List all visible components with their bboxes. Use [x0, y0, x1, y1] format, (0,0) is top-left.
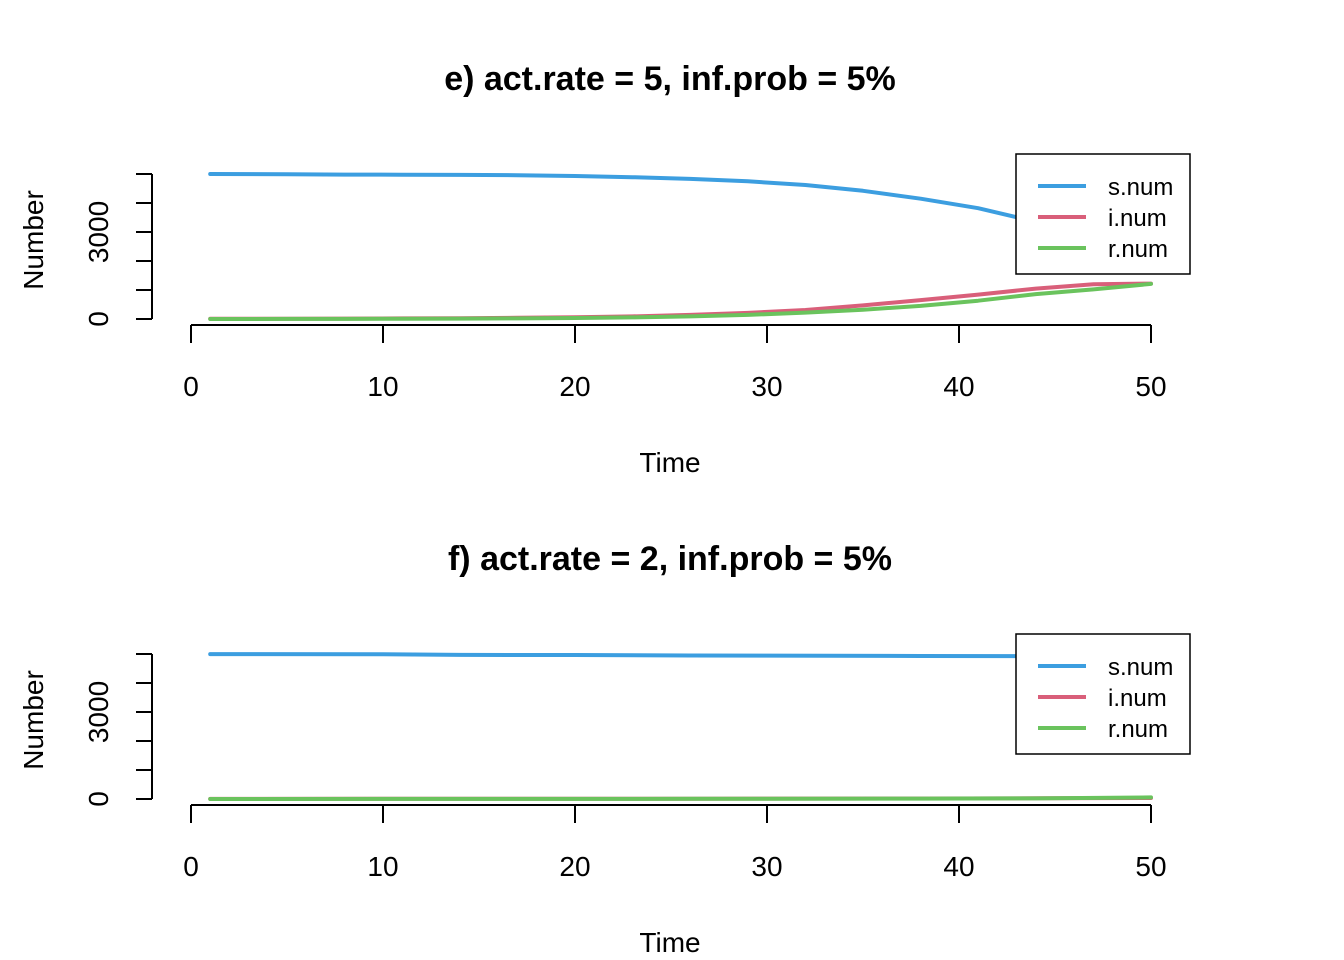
- series-line-r-num: [208, 281, 1153, 321]
- legend-label: r.num: [1108, 236, 1168, 263]
- x-tick-label: 0: [183, 851, 199, 882]
- y-tick-label: 3000: [83, 681, 114, 743]
- chart-title: f) act.rate = 2, inf.prob = 5%: [448, 540, 892, 578]
- x-tick-label: 40: [943, 371, 974, 402]
- y-axis-label: Number: [18, 190, 49, 290]
- series-group: [208, 172, 1153, 321]
- legend-label: i.num: [1108, 205, 1167, 232]
- chart-panel-e: e) act.rate = 5, inf.prob = 5% Time Numb…: [18, 60, 1191, 478]
- x-tick-label: 50: [1135, 371, 1166, 402]
- chart-title: e) act.rate = 5, inf.prob = 5%: [444, 60, 896, 98]
- axes: 0 10 20 30 40 50 0 3000: [83, 173, 1167, 402]
- series-line-s-num: [208, 652, 1153, 659]
- legend-label: r.num: [1108, 716, 1168, 743]
- x-tick-label: 30: [751, 851, 782, 882]
- x-tick-label: 10: [367, 851, 398, 882]
- series-group: [208, 652, 1153, 801]
- legend: s.num i.num r.num: [1015, 153, 1191, 275]
- legend-box: [1015, 633, 1191, 755]
- y-tick-label: 0: [83, 311, 114, 327]
- y-tick-label: 0: [83, 791, 114, 807]
- legend-label: i.num: [1108, 685, 1167, 712]
- x-tick-label: 20: [559, 371, 590, 402]
- x-tick-label: 20: [559, 851, 590, 882]
- x-tick-label: 40: [943, 851, 974, 882]
- x-tick-label: 30: [751, 371, 782, 402]
- y-tick-label: 3000: [83, 201, 114, 263]
- series-line-s-num: [208, 172, 1153, 247]
- x-tick-label: 10: [367, 371, 398, 402]
- x-tick-label: 0: [183, 371, 199, 402]
- series-line-i-num: [208, 281, 1153, 321]
- series-line-r-num: [208, 795, 1153, 801]
- legend-label: s.num: [1108, 654, 1173, 681]
- legend-label: s.num: [1108, 174, 1173, 201]
- legend: s.num i.num r.num: [1015, 633, 1191, 755]
- legend-box: [1015, 153, 1191, 275]
- chart-panel-f: f) act.rate = 2, inf.prob = 5% Time Numb…: [18, 540, 1191, 958]
- y-axis-label: Number: [18, 670, 49, 770]
- x-tick-label: 50: [1135, 851, 1166, 882]
- x-axis-label: Time: [639, 927, 700, 958]
- x-axis-label: Time: [639, 447, 700, 478]
- axes: 0 10 20 30 40 50 0 3000: [83, 653, 1167, 882]
